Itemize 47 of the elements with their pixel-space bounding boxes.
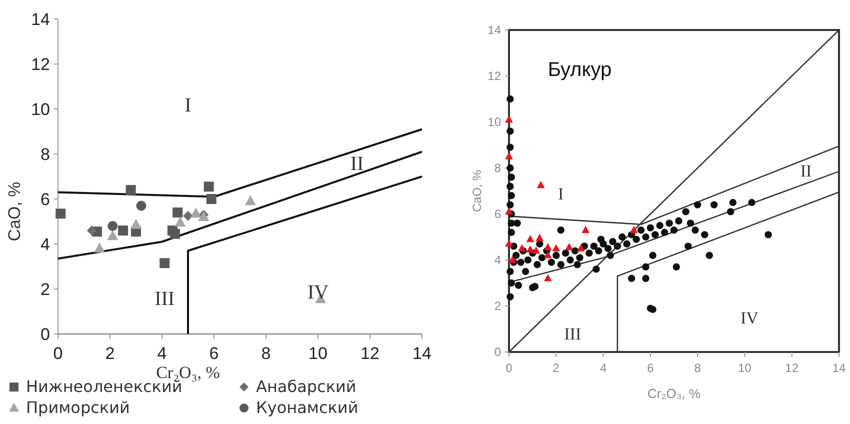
y-tick-label: 10: [488, 115, 502, 130]
y-tick-label: 14: [488, 23, 502, 38]
x-tick-label: 0: [506, 361, 513, 375]
annotation: III: [154, 288, 175, 310]
legend-label: Куонамский: [256, 398, 358, 417]
annotation: IV: [307, 281, 330, 304]
legend-label: Приморский: [26, 398, 130, 417]
y-tick-label: 10: [31, 100, 50, 119]
y-axis-title: CaO, %: [470, 170, 484, 212]
annotation: I: [184, 94, 192, 116]
y-tick-label: 14: [31, 10, 50, 29]
x-tick-label: 12: [785, 361, 799, 375]
annotation: Булкур: [548, 59, 612, 82]
annotation: IV: [740, 308, 760, 328]
annotation: III: [564, 324, 582, 344]
x-tick-label: 4: [600, 361, 607, 375]
annotation: I: [558, 184, 564, 204]
x-tick-label: 6: [647, 361, 654, 375]
x-tick-label: 2: [552, 361, 560, 375]
annotation: II: [350, 153, 364, 175]
x-tick-label: 12: [360, 344, 380, 363]
x-tick-label: 6: [209, 344, 219, 363]
y-tick-label: 4: [494, 253, 502, 268]
y-tick-label: 12: [488, 69, 502, 84]
x-tick-label: 14: [832, 361, 846, 375]
x-axis-title: Cr₂O₃, %: [648, 386, 701, 401]
x-tick-label: 2: [105, 344, 115, 363]
y-tick-label: 2: [40, 280, 50, 299]
y-tick-label: 12: [31, 54, 50, 74]
x-tick-label: 10: [308, 344, 328, 363]
y-tick-label: 6: [494, 207, 502, 222]
x-tick-label: 10: [738, 361, 752, 375]
annotation: II: [800, 161, 812, 180]
x-tick-label: 8: [694, 361, 702, 375]
y-tick-label: 8: [494, 161, 502, 176]
x-tick-label: 4: [157, 344, 167, 363]
y-tick-label: 0: [40, 324, 50, 344]
y-tick-label: 2: [494, 299, 502, 314]
x-axis-title: Cr₂O₃, %: [156, 363, 220, 382]
y-axis-title: CaO, %: [5, 182, 24, 242]
y-tick-label: 6: [40, 190, 50, 209]
x-tick-label: 14: [412, 344, 432, 363]
x-tick-label: 0: [53, 344, 63, 363]
y-tick-label: 4: [40, 234, 50, 254]
x-tick-label: 8: [261, 344, 271, 363]
legend-label: Анабарский: [256, 377, 356, 396]
y-tick-label: 8: [40, 144, 50, 164]
